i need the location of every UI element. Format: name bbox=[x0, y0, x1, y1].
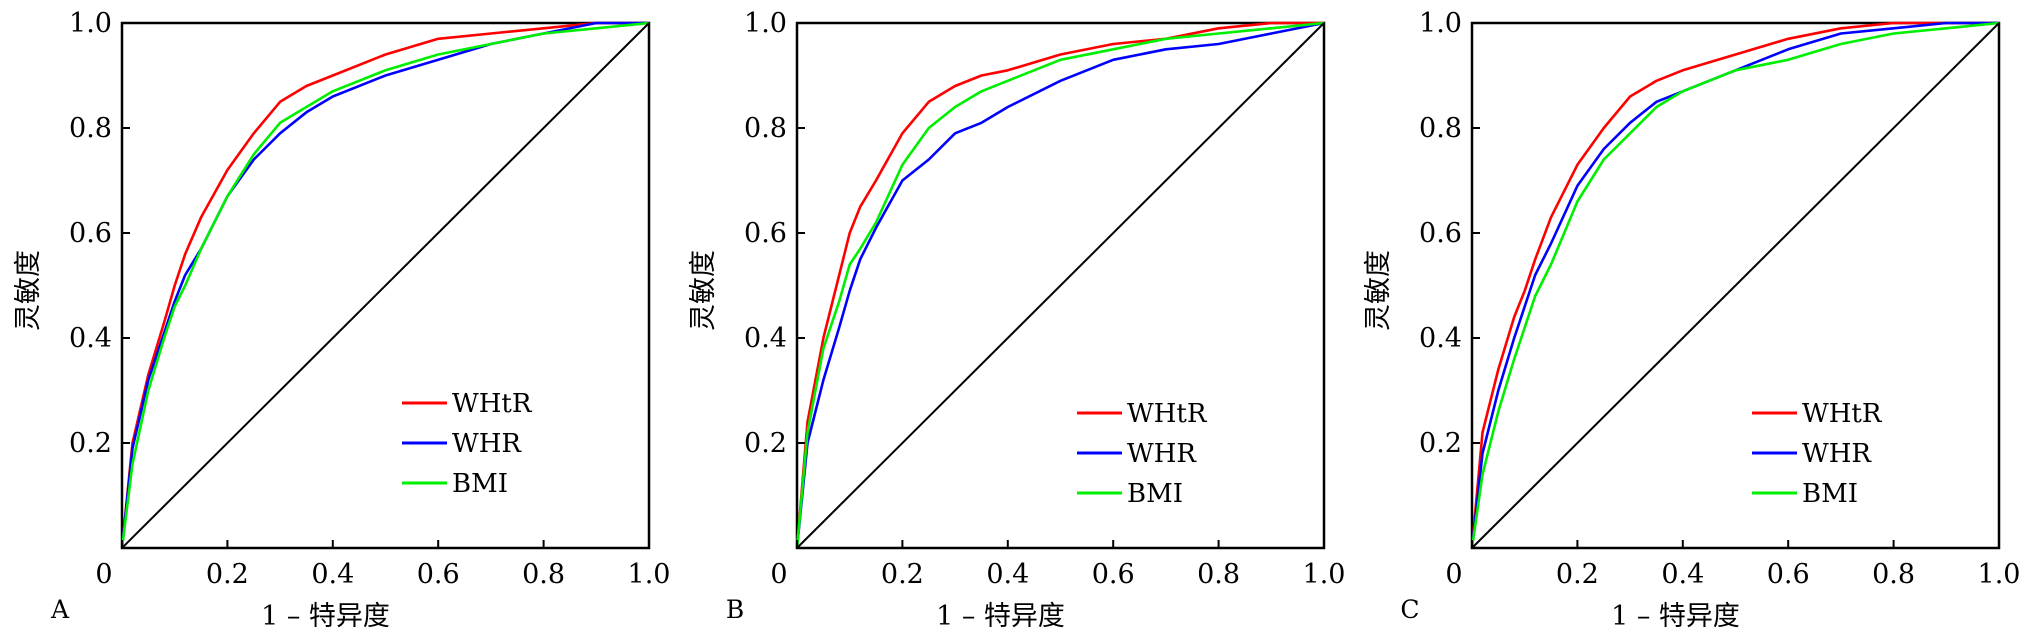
legend-label: WHtR bbox=[1802, 399, 1883, 429]
x-axis-label: 1 – 特异度 bbox=[1611, 601, 1740, 632]
whr-curve bbox=[1470, 21, 1999, 549]
x-tick-label: 0 bbox=[770, 559, 787, 590]
panel-label: A bbox=[50, 595, 70, 624]
x-tick-label: 0.8 bbox=[1197, 559, 1240, 590]
x-tick-label: 0 bbox=[1445, 559, 1462, 590]
legend-label: WHtR bbox=[452, 389, 533, 419]
y-tick-label: 1.0 bbox=[69, 8, 112, 39]
reference-line bbox=[121, 22, 650, 549]
x-tick-label: 0.2 bbox=[206, 559, 249, 590]
y-tick-label: 1.0 bbox=[744, 8, 787, 39]
legend-label: BMI bbox=[1802, 479, 1858, 509]
x-tick-label: 0.6 bbox=[417, 559, 460, 590]
y-tick-label: 0.2 bbox=[744, 428, 787, 459]
plot-frame bbox=[1470, 21, 2001, 550]
legend-label: WHR bbox=[452, 429, 522, 459]
whtr-curve bbox=[120, 21, 649, 549]
y-tick-label: 0.8 bbox=[744, 113, 787, 144]
legend-label: BMI bbox=[452, 469, 508, 499]
y-axis-label: 灵敏度 bbox=[688, 250, 719, 331]
legend-label: WHtR bbox=[1127, 399, 1208, 429]
panel-label: B bbox=[726, 595, 744, 624]
bmi-curve bbox=[120, 21, 650, 549]
y-tick-label: 0.2 bbox=[69, 428, 112, 459]
x-tick-label: 0.2 bbox=[881, 559, 924, 590]
y-axis-label: 灵敏度 bbox=[13, 250, 44, 331]
y-tick-label: 0.6 bbox=[744, 218, 787, 249]
x-tick-label: 0.4 bbox=[1661, 559, 1704, 590]
whr-curve bbox=[795, 21, 1325, 549]
reference-line bbox=[1471, 22, 2000, 549]
panel-c: 0 0.2 0.4 0.6 0.8 1.0 0.2 0.4 0.6 0.8 1.0 1 – 特异度 灵敏… bbox=[1363, 8, 2020, 632]
legend-label: WHR bbox=[1802, 439, 1872, 469]
y-tick-label: 0.8 bbox=[69, 113, 112, 144]
legend: WHtR WHR BMI bbox=[1077, 399, 1208, 509]
legend: WHtR WHR BMI bbox=[402, 389, 533, 499]
x-tick-label: 0.6 bbox=[1092, 559, 1135, 590]
plot-frame bbox=[795, 21, 1326, 550]
x-tick-label: 1.0 bbox=[1303, 559, 1346, 590]
y-tick-label: 0.6 bbox=[69, 218, 112, 249]
legend-label: WHR bbox=[1127, 439, 1197, 469]
x-tick-label: 0.4 bbox=[986, 559, 1029, 590]
y-tick-label: 0.6 bbox=[1419, 218, 1462, 249]
y-tick-label: 0.8 bbox=[1419, 113, 1462, 144]
bmi-curve bbox=[1470, 21, 2000, 549]
y-axis-label: 灵敏度 bbox=[1363, 250, 1394, 331]
x-axis-label: 1 – 特异度 bbox=[936, 601, 1065, 632]
x-tick-label: 0.8 bbox=[522, 559, 565, 590]
x-tick-label: 0.6 bbox=[1767, 559, 1810, 590]
legend: WHtR WHR BMI bbox=[1752, 399, 1883, 509]
x-axis-label: 1 – 特异度 bbox=[261, 601, 390, 632]
x-tick-label: 0 bbox=[95, 559, 112, 590]
x-tick-label: 0.4 bbox=[311, 559, 354, 590]
y-tick-label: 0.4 bbox=[69, 323, 112, 354]
x-tick-label: 0.8 bbox=[1872, 559, 1915, 590]
legend-label: BMI bbox=[1127, 479, 1183, 509]
whtr-curve bbox=[1470, 21, 1999, 549]
plot-frame bbox=[120, 21, 651, 550]
panel-a: 0 0.2 0.4 0.6 0.8 1.0 0.2 0.4 0.6 0.8 1.0 1 – 特异度 灵敏… bbox=[13, 8, 670, 632]
x-tick-label: 0.2 bbox=[1556, 559, 1599, 590]
y-tick-label: 0.2 bbox=[1419, 428, 1462, 459]
x-tick-label: 1.0 bbox=[1978, 559, 2021, 590]
y-tick-label: 1.0 bbox=[1419, 8, 1462, 39]
y-tick-label: 0.4 bbox=[1419, 323, 1462, 354]
panel-b: 0 0.2 0.4 0.6 0.8 1.0 0.2 0.4 0.6 0.8 1.0 1 – 特异度 灵敏… bbox=[688, 8, 1345, 632]
bmi-curve bbox=[795, 21, 1325, 549]
panel-label: C bbox=[1400, 595, 1419, 624]
x-tick-label: 1.0 bbox=[628, 559, 671, 590]
y-tick-label: 0.4 bbox=[744, 323, 787, 354]
reference-line bbox=[796, 22, 1325, 549]
